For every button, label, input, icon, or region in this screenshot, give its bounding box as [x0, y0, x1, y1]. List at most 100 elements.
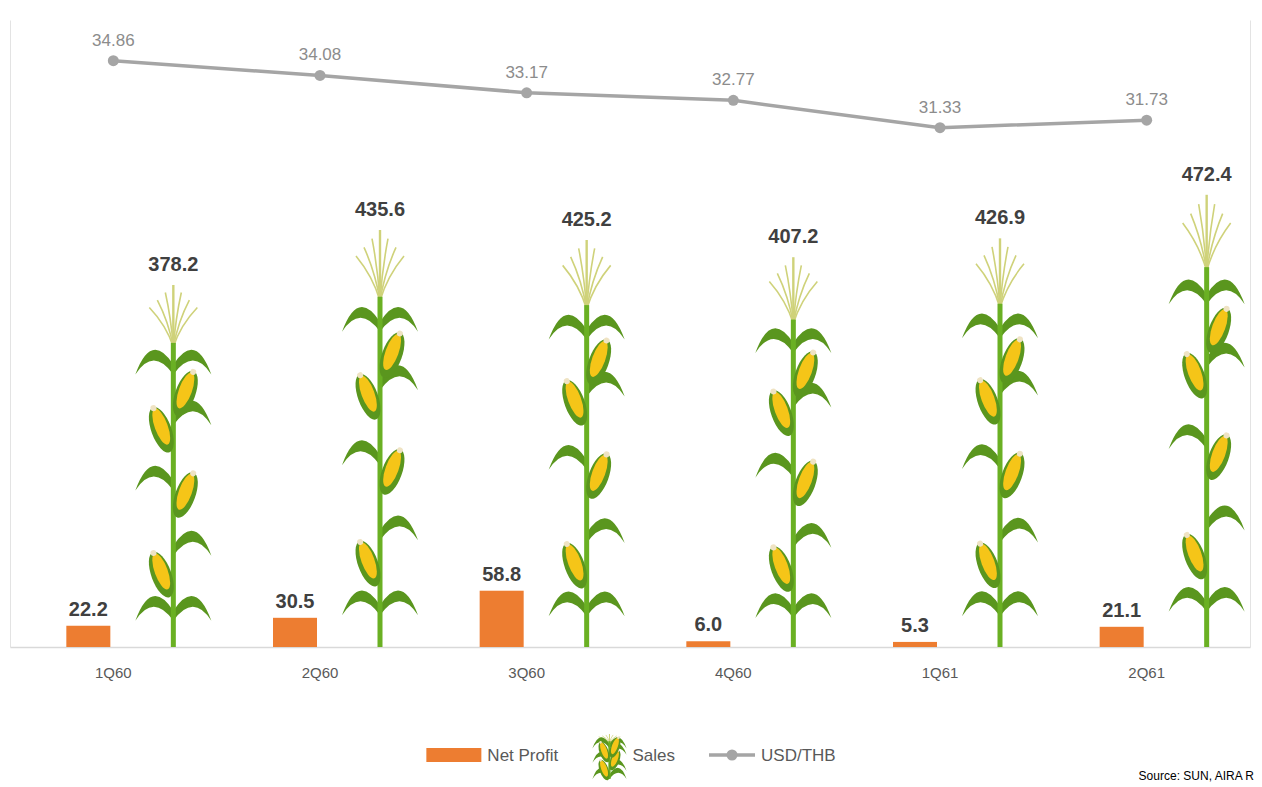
- sales-stalk: [755, 257, 831, 647]
- cob-husk: [994, 449, 1029, 501]
- leaf: [549, 445, 587, 470]
- cob-kernels: [355, 374, 380, 414]
- cob-silk: [976, 376, 984, 384]
- x-tick-label: 3Q60: [508, 664, 545, 681]
- cob-husk: [350, 538, 385, 590]
- cob-husk: [350, 371, 385, 423]
- cob-silk: [770, 388, 778, 396]
- cob: [168, 366, 204, 420]
- fx-line: [113, 61, 1146, 128]
- cob-husk: [168, 368, 203, 420]
- leaf: [1000, 591, 1038, 616]
- cob: [556, 538, 592, 592]
- tassel: [1207, 223, 1231, 271]
- cob-husk: [970, 539, 1005, 591]
- leaf: [793, 523, 831, 548]
- cob: [970, 537, 1006, 591]
- cob-kernels: [173, 472, 198, 512]
- leaf: [380, 515, 418, 540]
- x-tick-label: 2Q60: [302, 664, 339, 681]
- legend-swatch: [592, 734, 626, 782]
- legend-item: USD/THB: [709, 746, 836, 765]
- leaf: [1207, 506, 1245, 531]
- cob-husk: [581, 450, 616, 502]
- cob-husk: [374, 329, 409, 381]
- data-label: 31.33: [919, 98, 962, 117]
- fx-point: [935, 122, 946, 133]
- legend-marker: [727, 750, 738, 761]
- cob-kernels: [586, 453, 611, 493]
- cob-kernels: [562, 542, 587, 582]
- cob-kernels: [149, 407, 174, 447]
- data-labels: 22.230.558.86.05.321.1378.2435.6425.2407…: [69, 31, 1233, 636]
- leaf: [342, 307, 380, 332]
- marks: [66, 55, 1244, 647]
- cob-silk: [356, 371, 364, 379]
- data-label: 31.73: [1125, 90, 1168, 109]
- cob-silk: [603, 451, 611, 459]
- x-tick-label: 2Q61: [1128, 664, 1165, 681]
- fx-point: [1141, 115, 1152, 126]
- cob-silk: [150, 404, 158, 412]
- x-tick: 4Q60: [715, 664, 752, 681]
- cob-kernels: [793, 460, 818, 500]
- cob-silk: [150, 549, 158, 557]
- data-label: 435.6: [355, 198, 405, 220]
- leaf: [962, 591, 1000, 616]
- cob: [763, 541, 799, 595]
- cob: [581, 448, 617, 502]
- leaf: [380, 307, 418, 332]
- cob-silk: [1183, 350, 1191, 358]
- leaf: [587, 315, 625, 340]
- tassel: [793, 282, 817, 324]
- leaf: [1207, 279, 1245, 304]
- cob: [1201, 429, 1237, 483]
- cob-husk: [374, 446, 409, 498]
- x-tick: 3Q60: [508, 664, 545, 681]
- data-label: 378.2: [148, 253, 198, 275]
- cob-silk: [976, 540, 984, 548]
- cob-husk: [144, 549, 179, 601]
- cob-kernels: [975, 542, 1000, 582]
- profit-bar: [1100, 627, 1144, 647]
- legend-swatch: [426, 748, 481, 762]
- leaf: [380, 590, 418, 615]
- cob-silk: [1016, 450, 1024, 458]
- leaf: [962, 313, 1000, 338]
- leaf: [1207, 587, 1245, 612]
- cob: [788, 346, 824, 400]
- tassel: [992, 247, 1000, 308]
- cob: [143, 547, 179, 601]
- cob-kernels: [1206, 434, 1231, 474]
- cob-silk: [1016, 335, 1024, 343]
- cob-kernels: [999, 452, 1024, 492]
- cob-husk: [788, 457, 823, 509]
- cob-kernels: [586, 339, 611, 379]
- legend-item: Net Profit: [426, 746, 558, 765]
- cob-husk: [994, 335, 1029, 387]
- source-note: Source: SUN, AIRA R: [1139, 769, 1255, 783]
- cob: [970, 374, 1006, 428]
- cob-kernels: [1182, 352, 1207, 392]
- cob: [374, 327, 410, 381]
- cob-kernels: [173, 370, 198, 410]
- x-tick: 2Q61: [1128, 664, 1165, 681]
- cob-silk: [599, 759, 602, 762]
- data-label: 33.17: [505, 63, 548, 82]
- leaf: [549, 315, 587, 340]
- cob-husk: [557, 377, 592, 429]
- y-axis-line: [10, 21, 11, 648]
- data-label: 30.5: [276, 590, 315, 612]
- cob: [607, 735, 623, 759]
- leaf: [1169, 279, 1207, 304]
- cob-silk: [599, 741, 602, 744]
- cob-silk: [1183, 531, 1191, 539]
- cob-husk: [557, 540, 592, 592]
- leaf: [793, 593, 831, 618]
- cob-silk: [189, 368, 197, 376]
- legend-label: Sales: [632, 746, 675, 765]
- leaf: [135, 596, 173, 621]
- leaf: [755, 593, 793, 618]
- leaf: [1169, 424, 1207, 449]
- legend-label: Net Profit: [487, 746, 558, 765]
